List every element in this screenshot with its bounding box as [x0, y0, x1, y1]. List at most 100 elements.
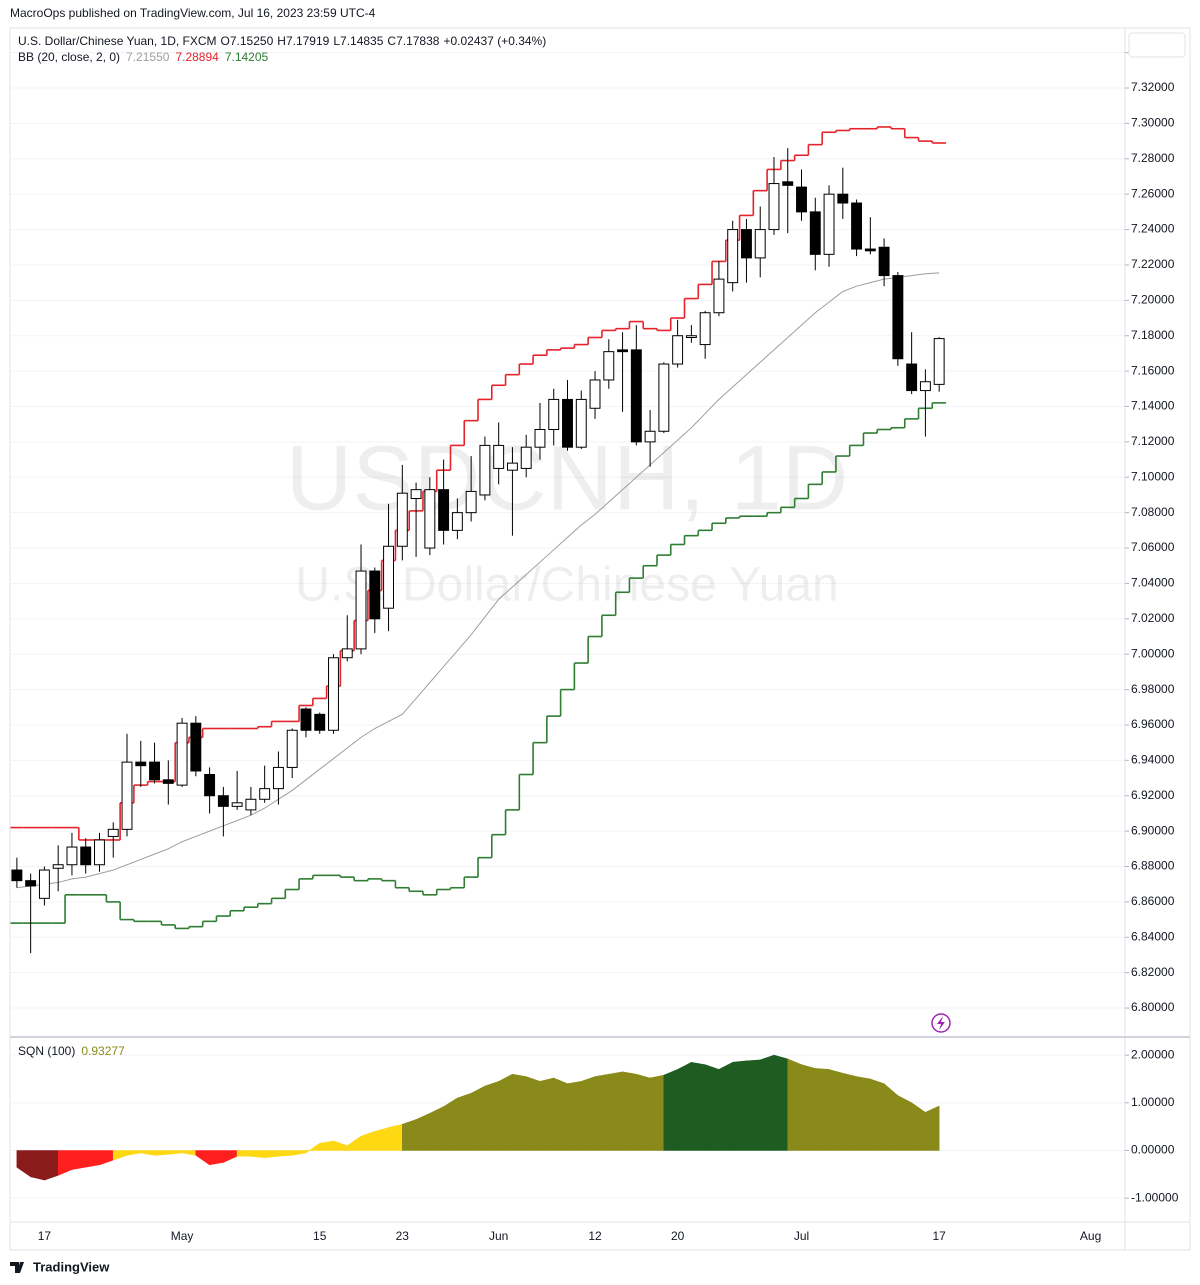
- candle-body: [630, 349, 642, 443]
- sqn-area: [773, 1054, 789, 1151]
- sqn-area: [278, 1150, 293, 1157]
- y-tick-label: 7.14000: [1131, 399, 1175, 413]
- candle-body: [314, 713, 326, 731]
- axis-layer: 17 May 15 23 Jun 12 20 Jul 17 Aug 6.80000 6.82000 6.…: [38, 45, 1179, 1243]
- candle-body: [575, 398, 587, 448]
- sqn-area: [856, 1076, 871, 1151]
- candle-body: [727, 229, 739, 284]
- candle-body: [176, 722, 188, 786]
- y-tick-label: 7.18000: [1131, 328, 1175, 342]
- sqn-area: [567, 1081, 582, 1151]
- candle-body: [617, 349, 629, 353]
- candle-body: [369, 570, 381, 620]
- candle-body: [341, 648, 353, 659]
- y-tick-label: 6.88000: [1131, 859, 1175, 873]
- candle-body: [548, 398, 560, 430]
- sqn-area: [759, 1054, 775, 1151]
- sqn-area: [30, 1150, 45, 1181]
- sqn-area: [691, 1061, 706, 1151]
- ohlc-value: 7.15250: [230, 34, 274, 48]
- sqn-area: [250, 1150, 265, 1158]
- sqn-area: [71, 1150, 87, 1170]
- candle-body: [52, 864, 64, 869]
- candle-body: [286, 729, 298, 768]
- sqn-area: [580, 1076, 596, 1151]
- sqn-area: [154, 1150, 169, 1156]
- candle-body: [25, 880, 37, 887]
- y-tick-label: 7.20000: [1131, 293, 1175, 307]
- candle-body: [465, 490, 477, 514]
- candle-body: [383, 545, 395, 609]
- sqn-area: [677, 1061, 692, 1151]
- sqn-area: [264, 1150, 279, 1158]
- candle-body: [272, 766, 284, 790]
- x-tick-label: 12: [588, 1229, 602, 1243]
- x-tick-label: 17: [932, 1229, 946, 1243]
- y-tick-label: 0.00000: [1131, 1143, 1175, 1157]
- sqn-area: [594, 1073, 610, 1151]
- plot-layer: [10, 126, 947, 1181]
- sqn-area: [897, 1095, 912, 1151]
- candle-body: [520, 446, 532, 469]
- sqn-legend: SQN (100) 0.93277: [18, 1044, 125, 1058]
- y-tick-label: 7.30000: [1131, 116, 1175, 130]
- alert-bolt: [937, 1016, 945, 1030]
- indicator-value: 7.14205: [225, 50, 269, 64]
- y-tick-label: 6.98000: [1131, 682, 1175, 696]
- y-tick-label: 1.00000: [1131, 1095, 1175, 1109]
- alert-icon[interactable]: [931, 1013, 951, 1033]
- y-tick-label: 7.24000: [1131, 222, 1175, 236]
- sqn-area: [443, 1097, 458, 1151]
- publish-header: MacroOps published on TradingView.com, J…: [10, 6, 376, 20]
- candle-body: [740, 229, 752, 259]
- band-basis: [16, 272, 940, 889]
- sqn-area: [787, 1058, 802, 1151]
- candle-body: [672, 335, 684, 365]
- sqn-area: [374, 1127, 389, 1151]
- sqn-area: [925, 1105, 940, 1151]
- y-tick-label: 6.84000: [1131, 929, 1175, 943]
- sqn-area: [704, 1064, 720, 1151]
- candle-body: [534, 428, 546, 448]
- candle-body: [396, 492, 408, 547]
- x-tick-label: Jun: [489, 1229, 508, 1243]
- candle-body: [603, 351, 615, 381]
- candle-body: [94, 839, 105, 866]
- candle-body: [11, 869, 23, 882]
- sqn-area: [746, 1059, 761, 1151]
- x-tick-label: 15: [313, 1229, 327, 1243]
- candle-body: [190, 722, 202, 772]
- sqn-title: SQN (100): [18, 1044, 75, 1058]
- y-tick-label: 7.22000: [1131, 257, 1175, 271]
- candle-body: [754, 229, 766, 259]
- sqn-area: [484, 1080, 499, 1151]
- candle-body: [424, 489, 436, 549]
- sqn-area: [498, 1073, 513, 1151]
- sqn-area: [718, 1061, 733, 1151]
- candle-body: [506, 462, 518, 471]
- candle-body: [933, 338, 945, 385]
- sqn-area: [814, 1068, 830, 1151]
- sqn-area: [608, 1071, 623, 1151]
- sqn-area: [525, 1076, 541, 1151]
- sqn-area: [209, 1150, 224, 1166]
- candle-body: [892, 275, 904, 360]
- logo-mark: [10, 1262, 24, 1273]
- y-tick-label: 7.04000: [1131, 576, 1175, 590]
- candle-body: [135, 761, 147, 767]
- candle-body: [658, 363, 670, 432]
- y-tick-label: 7.08000: [1131, 505, 1175, 519]
- indicator-legend: BB (20, close, 2, 0) 7.21550 7.28894 7.1420…: [18, 50, 269, 64]
- sqn-area: [470, 1085, 486, 1151]
- y-tick-label: 7.16000: [1131, 363, 1175, 377]
- y-tick-label: 7.10000: [1131, 469, 1175, 483]
- sqn-area: [842, 1072, 857, 1151]
- sqn-area: [732, 1060, 747, 1151]
- symbol-legend: U.S. Dollar/Chinese Yuan, 1D, FXCM O7.152…: [18, 34, 546, 48]
- y-tick-label: 7.06000: [1131, 540, 1175, 554]
- scale-button[interactable]: [1128, 32, 1186, 58]
- ohlc-key: O: [221, 34, 230, 48]
- sqn-area: [828, 1069, 844, 1151]
- ohlc-key: C: [387, 34, 396, 48]
